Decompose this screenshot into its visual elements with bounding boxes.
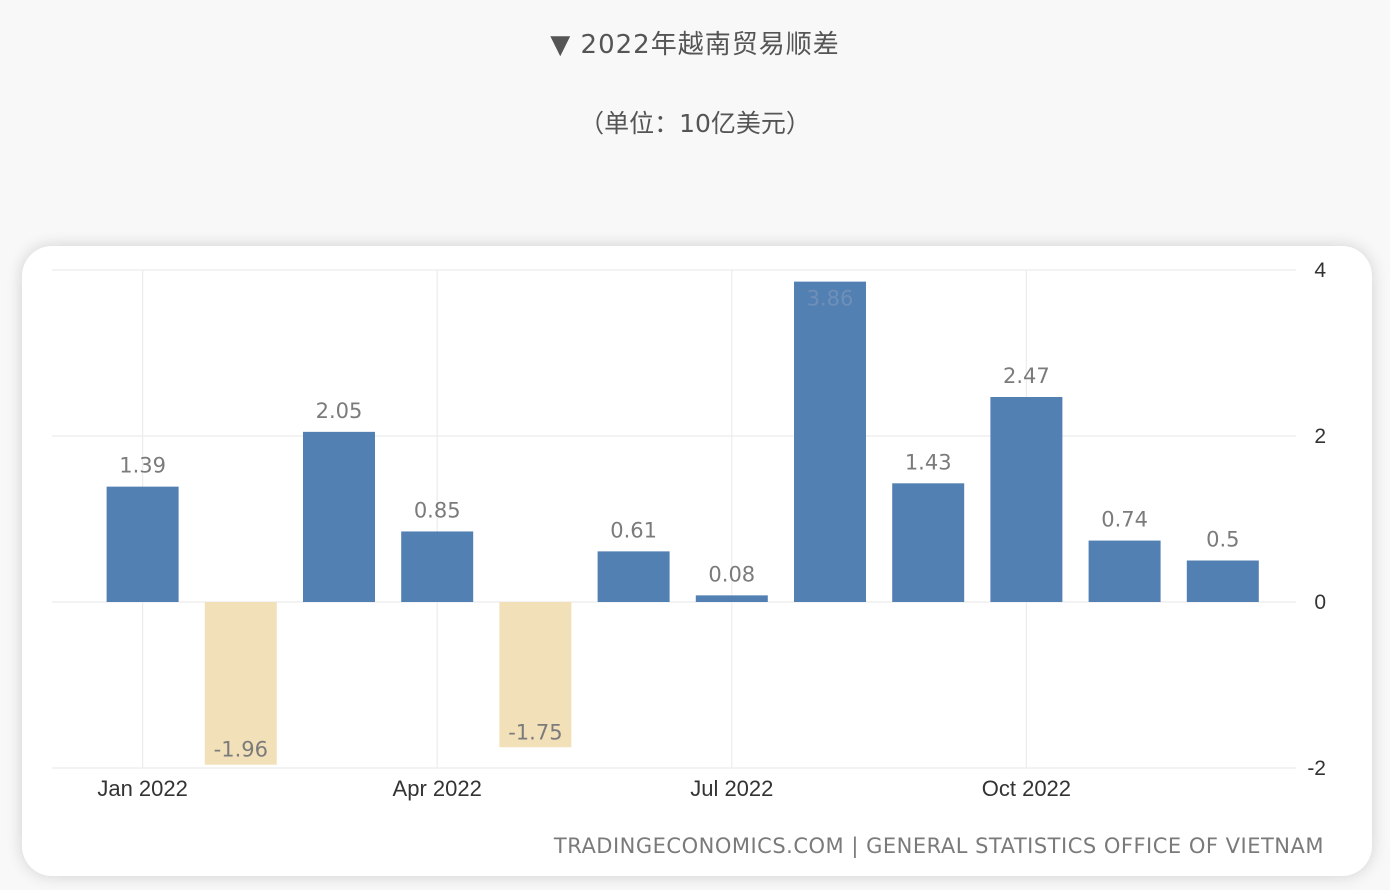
data-label: 0.61 <box>610 518 657 542</box>
data-label: 0.08 <box>708 562 755 586</box>
chart-source: TRADINGECONOMICS.COM | GENERAL STATISTIC… <box>553 834 1324 858</box>
chart-title: ▼ 2022年越南贸易顺差 <box>550 30 840 60</box>
y-tick-label: 2 <box>1314 425 1326 448</box>
data-label: 1.43 <box>905 450 952 474</box>
data-label: -1.75 <box>508 720 562 744</box>
data-label: 2.05 <box>316 399 363 423</box>
bar <box>106 486 179 602</box>
bar <box>1088 540 1161 602</box>
bar <box>990 396 1063 602</box>
x-tick-label: Jan 2022 <box>97 776 188 801</box>
bar <box>597 551 670 602</box>
x-tick-label: Jul 2022 <box>690 776 773 801</box>
data-label: 3.86 <box>807 287 854 311</box>
data-label: 1.39 <box>119 454 166 478</box>
bar <box>499 602 572 748</box>
x-tick-label: Apr 2022 <box>393 776 482 801</box>
bar <box>794 281 866 602</box>
data-label: 2.47 <box>1003 364 1050 388</box>
y-tick-label: -2 <box>1307 757 1326 780</box>
data-label: 0.74 <box>1101 508 1148 532</box>
data-label: 0.5 <box>1206 528 1239 552</box>
bar <box>695 595 768 602</box>
data-label: -1.96 <box>214 738 268 762</box>
bar <box>303 431 375 602</box>
bar <box>401 531 474 602</box>
y-tick-label: 0 <box>1314 591 1326 614</box>
y-tick-label: 4 <box>1314 259 1326 282</box>
chart-unit-subtitle: （单位：10亿美元） <box>579 109 811 138</box>
data-label: 0.85 <box>414 498 461 522</box>
bar <box>892 483 965 602</box>
bar <box>1186 560 1259 602</box>
bar <box>204 602 277 765</box>
x-tick-label: Oct 2022 <box>982 776 1071 801</box>
